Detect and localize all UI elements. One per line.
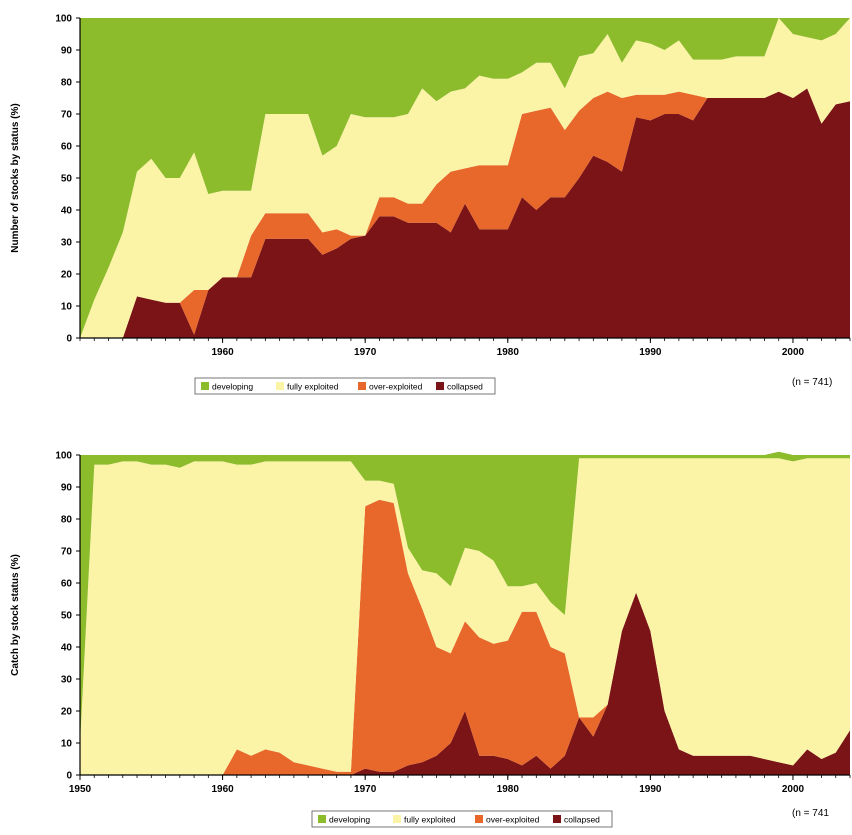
x-tick-label: 1980 <box>497 784 520 795</box>
y-tick-label: 90 <box>61 483 73 494</box>
legend-label: fully exploited <box>287 382 339 392</box>
legend-swatch <box>475 815 483 823</box>
area-over-exploited <box>80 499 850 775</box>
y-tick-label: 80 <box>61 78 73 89</box>
area-collapsed <box>80 592 850 775</box>
x-tick-label: 1970 <box>354 347 377 358</box>
legend-box <box>194 377 496 395</box>
y-tick-label: 60 <box>61 579 73 590</box>
y-tick-label: 50 <box>61 174 73 185</box>
area-collapsed <box>80 88 850 339</box>
legend-label: over-exploited <box>486 815 540 825</box>
y-tick-label: 30 <box>61 238 73 249</box>
y-tick-label: 10 <box>61 739 73 750</box>
area-fully-exploited <box>80 18 850 338</box>
legend-label: over-exploited <box>369 382 423 392</box>
y-tick-label: 40 <box>61 643 73 654</box>
y-axis-label: Number of stocks by status (%) <box>10 103 21 252</box>
legend-swatch <box>436 382 444 390</box>
x-tick-label: 2000 <box>782 784 805 795</box>
legend-label: developing <box>329 815 370 825</box>
y-tick-label: 90 <box>61 46 73 57</box>
x-tick-label: 1960 <box>211 784 234 795</box>
legend-swatch <box>318 815 326 823</box>
area-developing <box>80 18 850 338</box>
area-developing <box>80 451 850 743</box>
legend-swatch <box>553 815 561 823</box>
x-tick-label: 1990 <box>639 347 662 358</box>
legend-label: developing <box>212 382 253 392</box>
legend-swatch <box>358 382 366 390</box>
legend-swatch <box>276 382 284 390</box>
x-tick-label: 1950 <box>69 784 92 795</box>
legend-swatch <box>201 382 209 390</box>
y-tick-label: 70 <box>61 547 73 558</box>
x-tick-label: 1960 <box>211 347 234 358</box>
x-tick-label: 2000 <box>782 347 805 358</box>
x-tick-label: 1970 <box>354 784 377 795</box>
legend-label: fully exploited <box>404 815 456 825</box>
y-tick-label: 0 <box>66 771 72 782</box>
y-tick-label: 100 <box>55 451 72 462</box>
y-tick-label: 60 <box>61 142 73 153</box>
y-tick-label: 50 <box>61 611 73 622</box>
x-tick-label: 1990 <box>639 784 662 795</box>
legend-swatch <box>393 815 401 823</box>
area-fully-exploited <box>80 458 850 775</box>
y-tick-label: 10 <box>61 302 73 313</box>
y-tick-label: 20 <box>61 707 73 718</box>
y-tick-label: 70 <box>61 110 73 121</box>
legend-label: collapsed <box>447 382 483 392</box>
y-tick-label: 20 <box>61 270 73 281</box>
y-tick-label: 0 <box>66 334 72 345</box>
y-tick-label: 30 <box>61 675 73 686</box>
x-tick-label: 1980 <box>497 347 520 358</box>
legend-box <box>311 810 613 828</box>
y-tick-label: 40 <box>61 206 73 217</box>
y-axis-label: Catch by stock status (%) <box>10 554 21 676</box>
legend-label: collapsed <box>564 815 600 825</box>
sample-size-note: (n = 741) <box>792 377 832 388</box>
y-tick-label: 80 <box>61 515 73 526</box>
y-tick-label: 100 <box>55 14 72 25</box>
sample-size-note: (n = 741 <box>792 808 829 819</box>
